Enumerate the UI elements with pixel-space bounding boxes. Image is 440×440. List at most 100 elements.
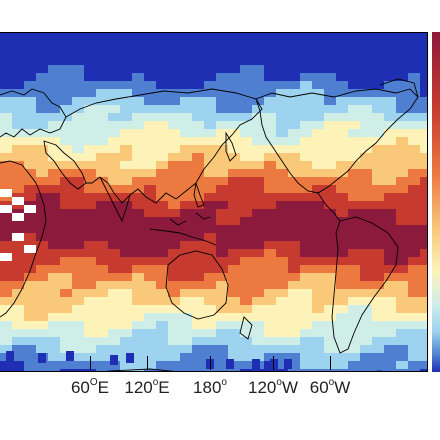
grid-cell: [348, 137, 361, 146]
grid-cell: [384, 201, 397, 210]
grid-cell: [36, 169, 49, 178]
grid-cell: [204, 81, 217, 90]
grid-cell: [336, 257, 349, 266]
grid-cell: [96, 297, 109, 306]
grid-cell: [180, 121, 193, 130]
grid-cell: [228, 337, 241, 346]
grid-cell: [72, 297, 85, 306]
grid-cell: [288, 65, 301, 74]
colorbar: [432, 32, 440, 372]
grid-cell: [276, 177, 289, 186]
grid-cell: [276, 225, 289, 234]
grid-cell: [144, 265, 157, 274]
grid-cell: [96, 209, 109, 218]
grid-cell: [372, 97, 385, 106]
grid-cell: [0, 257, 13, 266]
grid-cell: [192, 289, 205, 298]
grid-cell: [240, 121, 253, 130]
grid-cell: [312, 345, 325, 354]
grid-cell: [324, 209, 337, 218]
grid-cell: [156, 161, 169, 170]
grid-cell: [120, 49, 133, 58]
grid-cell: [312, 121, 325, 130]
grid-cell: [204, 73, 217, 82]
grid-cell: [72, 129, 85, 138]
grid-cell: [408, 297, 421, 306]
grid-cell: [192, 105, 205, 114]
grid-cell: [84, 217, 97, 226]
grid-cell: [12, 169, 25, 178]
grid-cell: [372, 305, 385, 314]
grid-cell: [336, 313, 349, 322]
grid-cell: [120, 249, 133, 258]
grid-cell: [96, 113, 109, 122]
grid-cell: [420, 209, 427, 218]
grid-cell: [156, 41, 169, 50]
grid-cell: [156, 233, 169, 242]
grid-cell: [144, 337, 157, 346]
grid-cell: [348, 41, 361, 50]
grid-cell: [264, 97, 277, 106]
grid-cell: [336, 209, 349, 218]
grid-cell: [240, 97, 253, 106]
grid-cell: [288, 113, 301, 122]
grid-cell: [36, 321, 49, 330]
philippines-coastline: [193, 182, 205, 208]
grid-cell: [180, 161, 193, 170]
grid-cell: [108, 81, 121, 90]
grid-cell: [84, 265, 97, 274]
grid-cell: [180, 97, 193, 106]
grid-cell: [312, 273, 325, 282]
grid-cell: [108, 105, 121, 114]
grid-cell: [72, 241, 85, 250]
grid-cell: [72, 113, 85, 122]
grid-cell: [300, 105, 313, 114]
grid-cell: [36, 241, 49, 250]
grid-cell: [288, 177, 301, 186]
grid-cell: [192, 329, 205, 338]
grid-cell: [372, 241, 385, 250]
grid-cell: [108, 185, 121, 194]
grid-cell: [72, 41, 85, 50]
grid-cell: [24, 49, 37, 58]
cold-cell: [66, 351, 74, 361]
grid-cell: [12, 161, 25, 170]
grid-cell: [132, 161, 145, 170]
grid-cell: [192, 193, 205, 202]
grid-cell: [84, 97, 97, 106]
grid-cell: [228, 313, 241, 322]
longitude-tick: [90, 356, 91, 370]
grid-cell: [240, 345, 253, 354]
grid-cell: [144, 369, 157, 371]
grid-cell: [336, 321, 349, 330]
grid-cell: [288, 233, 301, 242]
grid-cell: [132, 57, 145, 66]
missing-cell: [0, 253, 12, 261]
grid-cell: [252, 201, 265, 210]
grid-cell: [348, 233, 361, 242]
grid-cell: [288, 105, 301, 114]
grid-cell: [48, 201, 61, 210]
grid-cell: [192, 113, 205, 122]
grid-cell: [216, 321, 229, 330]
grid-cell: [408, 113, 421, 122]
grid-cell: [156, 33, 169, 42]
grid-cell: [36, 201, 49, 210]
grid-cell: [168, 217, 181, 226]
grid-cell: [216, 329, 229, 338]
grid-cell: [36, 161, 49, 170]
grid-cell: [72, 193, 85, 202]
grid-cell: [240, 169, 253, 178]
grid-cell: [348, 345, 361, 354]
grid-cell: [396, 153, 409, 162]
grid-cell: [372, 185, 385, 194]
grid-cell: [360, 241, 373, 250]
grid-cell: [240, 137, 253, 146]
grid-cell: [396, 33, 409, 42]
grid-cell: [48, 289, 61, 298]
grid-cell: [240, 41, 253, 50]
grid-cell: [276, 129, 289, 138]
grid-cell: [408, 169, 421, 178]
grid-cell: [132, 193, 145, 202]
grid-cell: [24, 177, 37, 186]
